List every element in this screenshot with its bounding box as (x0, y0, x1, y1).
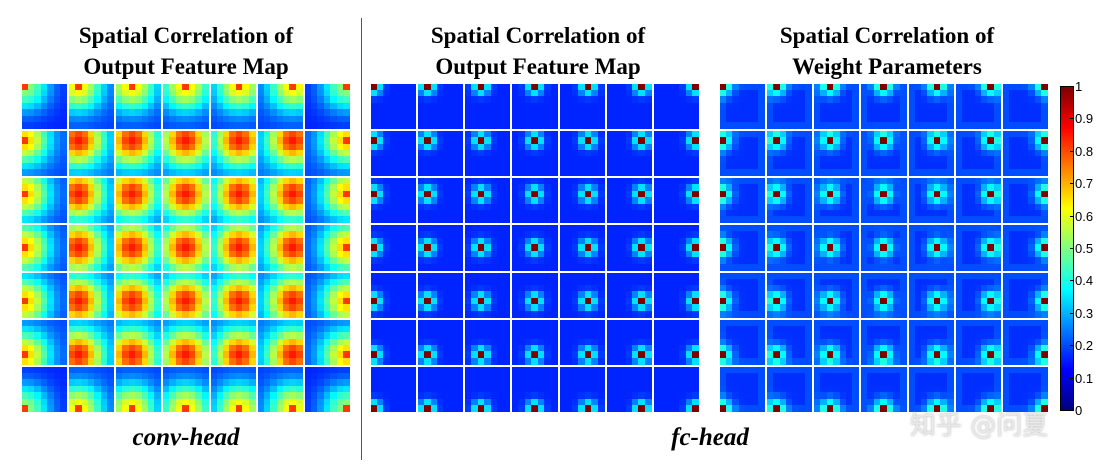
colorbar-tick-label: 0.8 (1069, 143, 1094, 159)
panel-1-title: Spatial Correlation of Output Feature Ma… (22, 20, 350, 82)
colorbar-tick-label: 0.2 (1069, 338, 1094, 354)
colorbar-tick-label: 1 (1069, 79, 1083, 94)
panel-3-title-line2: Weight Parameters (792, 54, 982, 79)
colorbar-tick-label: 0.5 (1069, 241, 1094, 256)
colorbar-tick-label: 0.4 (1069, 273, 1094, 289)
heatmap-conv-feature (22, 84, 350, 412)
heatmap-canvas-fc-weight (720, 84, 1048, 412)
panel-3-title: Spatial Correlation of Weight Parameters (720, 20, 1054, 82)
heatmap-fc-weight (720, 84, 1048, 412)
panel-3-title-line1: Spatial Correlation of (779, 23, 995, 48)
watermark: 知乎 @问夏 (910, 411, 1049, 441)
heatmap-canvas-conv-feature (22, 84, 350, 412)
colorbar-tick-label: 0.3 (1069, 305, 1094, 321)
colorbar-tick-label: 0.7 (1069, 176, 1094, 192)
colorbar-tick-label: 0 (1069, 403, 1083, 418)
colorbar-tick-label: 0.1 (1069, 370, 1094, 386)
panel-2-title: Spatial Correlation of Output Feature Ma… (371, 20, 705, 82)
heatmap-canvas-fc-feature (371, 84, 699, 412)
heatmap-fc-feature (371, 84, 699, 412)
caption-conv-head: conv-head (132, 424, 240, 451)
panel-2-title-line2: Output Feature Map (435, 54, 641, 79)
caption-fc-head: fc-head (671, 424, 749, 451)
section-divider (361, 18, 362, 460)
colorbar-tick-label: 0.9 (1069, 111, 1094, 127)
panel-1-title-line2: Output Feature Map (83, 54, 289, 79)
panel-2-title-line1: Spatial Correlation of (430, 23, 646, 48)
colorbar-tick-label: 0.6 (1069, 208, 1094, 224)
panel-1-title-line1: Spatial Correlation of (78, 23, 294, 48)
